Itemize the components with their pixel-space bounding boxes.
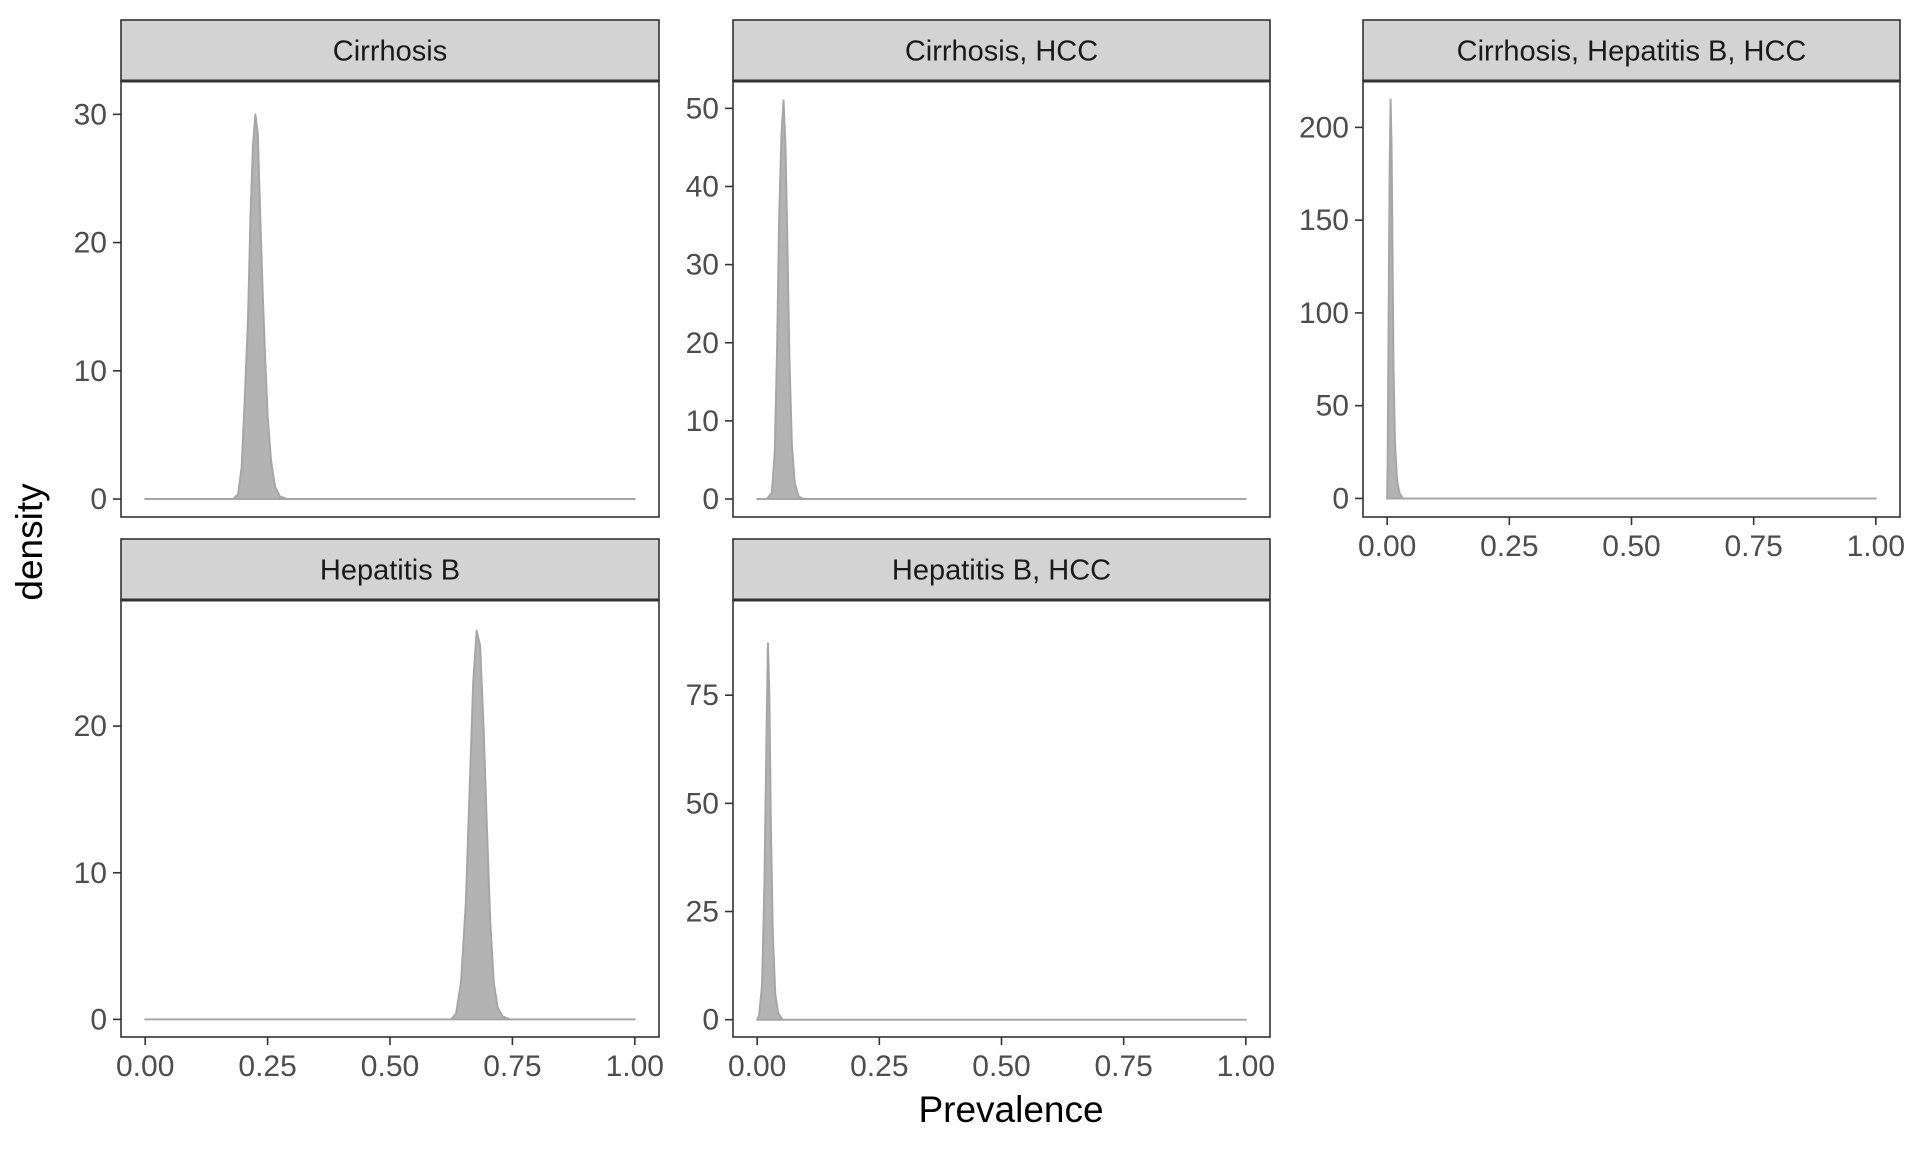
- x-tick-label-hepatitis-b: 0.50: [361, 1050, 419, 1083]
- facet-hepatitis-b: Hepatitis B 0 10 20 0.00 0.25 0.50 0.75 1.00: [74, 538, 664, 1083]
- y-tick-label-hepatitis-b-hcc: 75: [686, 679, 719, 712]
- x-tick-label-hepatitis-b-hcc: 0.50: [972, 1050, 1030, 1083]
- y-tick-label-cirrhosis-hepatitis-b-hcc: 50: [1316, 390, 1349, 423]
- x-tick-label-hepatitis-b: 0.75: [483, 1050, 541, 1083]
- facet-title-cirrhosis-hcc: Cirrhosis, HCC: [905, 36, 1098, 68]
- x-tick-label-cirrhosis-hepatitis-b-hcc: 0.75: [1724, 530, 1782, 563]
- y-tick-label-cirrhosis-hcc: 40: [686, 170, 719, 203]
- facet-cirrhosis: Cirrhosis 0 10 20 30: [74, 19, 660, 518]
- y-tick-label-cirrhosis-hcc: 10: [686, 405, 719, 438]
- y-tick-label-hepatitis-b-hcc: 0: [702, 1004, 719, 1037]
- y-tick-label-cirrhosis-hcc: 50: [686, 92, 719, 125]
- x-tick-label-hepatitis-b: 0.25: [238, 1050, 296, 1083]
- facet-strip-hepatitis-b-hcc: [732, 538, 1271, 601]
- density-area-cirrhosis-hcc: [756, 99, 1247, 501]
- x-tick-label-hepatitis-b: 0.00: [116, 1050, 174, 1083]
- x-tick-label-hepatitis-b-hcc: 0.75: [1094, 1050, 1152, 1083]
- y-tick-label-cirrhosis-hepatitis-b-hcc: 100: [1299, 297, 1349, 330]
- density-area-cirrhosis: [144, 113, 636, 501]
- y-tick-label-hepatitis-b: 20: [74, 710, 107, 743]
- facet-strip-cirrhosis-hcc: [732, 19, 1271, 82]
- facet-hepatitis-b-hcc: Hepatitis B, HCC 0 25 50 75 0.00 0.25 0.50 0.75 1…: [686, 538, 1275, 1083]
- plot-area-cirrhosis-hepatitis-b-hcc: [1363, 81, 1900, 517]
- plot-area-hepatitis-b-hcc: [733, 600, 1270, 1037]
- x-tick-label-hepatitis-b-hcc: 0.00: [728, 1050, 786, 1083]
- y-tick-label-cirrhosis-hcc: 0: [702, 483, 719, 516]
- x-tick-label-cirrhosis-hepatitis-b-hcc: 1.00: [1847, 530, 1905, 563]
- x-tick-label-cirrhosis-hepatitis-b-hcc: 0.50: [1602, 530, 1660, 563]
- facet-strip-hepatitis-b: [120, 538, 660, 601]
- x-tick-label-hepatitis-b-hcc: 0.25: [850, 1050, 908, 1083]
- plot-area-hepatitis-b: [121, 600, 659, 1037]
- y-tick-label-hepatitis-b-hcc: 25: [686, 896, 719, 929]
- plot-area-cirrhosis-hcc: [733, 81, 1270, 517]
- facet-cirrhosis-hcc: Cirrhosis, HCC 0 10 20 30 40 50: [686, 19, 1271, 518]
- y-tick-label-cirrhosis: 20: [74, 227, 107, 260]
- y-tick-label-cirrhosis: 30: [74, 98, 107, 131]
- facet-title-hepatitis-b: Hepatitis B: [320, 555, 460, 587]
- facet-title-cirrhosis: Cirrhosis: [333, 36, 447, 68]
- density-area-hepatitis-b: [144, 629, 636, 1021]
- x-tick-label-hepatitis-b: 1.00: [606, 1050, 664, 1083]
- x-tick-label-hepatitis-b-hcc: 1.00: [1217, 1050, 1275, 1083]
- facet-cirrhosis-hepatitis-b-hcc: Cirrhosis, Hepatitis B, HCC 0 50 100 150 200 0…: [1299, 19, 1905, 563]
- y-tick-label-hepatitis-b-hcc: 50: [686, 787, 719, 820]
- facet-strip-cirrhosis: [120, 19, 660, 82]
- y-tick-label-cirrhosis: 0: [90, 483, 107, 516]
- y-axis-title: density: [9, 483, 50, 601]
- x-axis-title: Prevalence: [918, 1089, 1103, 1130]
- y-tick-label-hepatitis-b: 0: [90, 1003, 107, 1036]
- facet-title-cirrhosis-hepatitis-b-hcc: Cirrhosis, Hepatitis B, HCC: [1457, 36, 1807, 68]
- y-tick-label-cirrhosis: 10: [74, 355, 107, 388]
- x-tick-label-cirrhosis-hepatitis-b-hcc: 0.00: [1358, 530, 1416, 563]
- y-tick-label-cirrhosis-hepatitis-b-hcc: 200: [1299, 111, 1349, 144]
- density-area-hepatitis-b-hcc: [756, 642, 1247, 1021]
- facet-title-hepatitis-b-hcc: Hepatitis B, HCC: [892, 555, 1111, 587]
- y-tick-label-cirrhosis-hepatitis-b-hcc: 0: [1332, 482, 1349, 515]
- y-tick-label-cirrhosis-hcc: 20: [686, 327, 719, 360]
- facet-strip-cirrhosis-hepatitis-b-hcc: [1362, 19, 1901, 82]
- density-area-cirrhosis-hepatitis-b-hcc: [1386, 98, 1877, 500]
- plot-area-cirrhosis: [121, 81, 659, 517]
- y-tick-label-hepatitis-b: 10: [74, 857, 107, 890]
- y-tick-label-cirrhosis-hcc: 30: [686, 249, 719, 282]
- y-tick-label-cirrhosis-hepatitis-b-hcc: 150: [1299, 204, 1349, 237]
- x-tick-label-cirrhosis-hepatitis-b-hcc: 0.25: [1480, 530, 1538, 563]
